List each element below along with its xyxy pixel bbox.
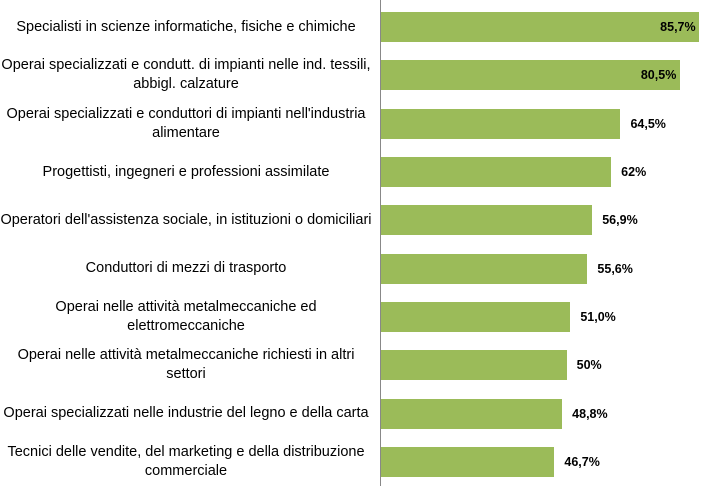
value-label: 46,7% — [564, 454, 600, 469]
category-label: Operai specializzati e condutt. di impia… — [1, 57, 371, 93]
bar — [381, 301, 571, 332]
bar — [381, 350, 567, 381]
value-label: 85,7% — [660, 20, 696, 35]
value-label: 55,6% — [597, 261, 633, 276]
category-label: Progettisti, ingegneri e professioni ass… — [42, 163, 330, 180]
value-label: 56,9% — [602, 213, 638, 228]
bar — [381, 398, 563, 429]
bar — [381, 157, 612, 188]
bar — [381, 253, 588, 284]
value-label: 50% — [576, 358, 602, 373]
bar — [381, 205, 593, 236]
category-label: Conduttori di mezzi di trasporto — [85, 260, 287, 277]
bar — [381, 446, 555, 477]
bar — [381, 108, 621, 139]
bar — [381, 60, 680, 91]
y-axis-line — [380, 0, 381, 486]
value-label: 80,5% — [640, 68, 677, 83]
category-label: Operai specializzati e conduttori di imp… — [6, 105, 366, 141]
category-label: Specialisti in scienze informatiche, fis… — [16, 18, 356, 35]
bar — [381, 12, 700, 43]
value-label: 48,8% — [572, 406, 608, 421]
value-label: 64,5% — [630, 116, 666, 131]
category-label: Operai specializzati nelle industrie del… — [3, 405, 369, 422]
value-label: 51,0% — [580, 309, 616, 324]
category-label: Operatori dell'assistenza sociale, in is… — [0, 211, 372, 228]
category-label: Tecnici delle vendite, del marketing e d… — [7, 443, 365, 479]
value-label: 62% — [621, 165, 647, 180]
category-label: Operai nelle attività metalmeccaniche ri… — [17, 347, 355, 383]
category-label: Operai nelle attività metalmeccaniche ed… — [55, 298, 317, 334]
